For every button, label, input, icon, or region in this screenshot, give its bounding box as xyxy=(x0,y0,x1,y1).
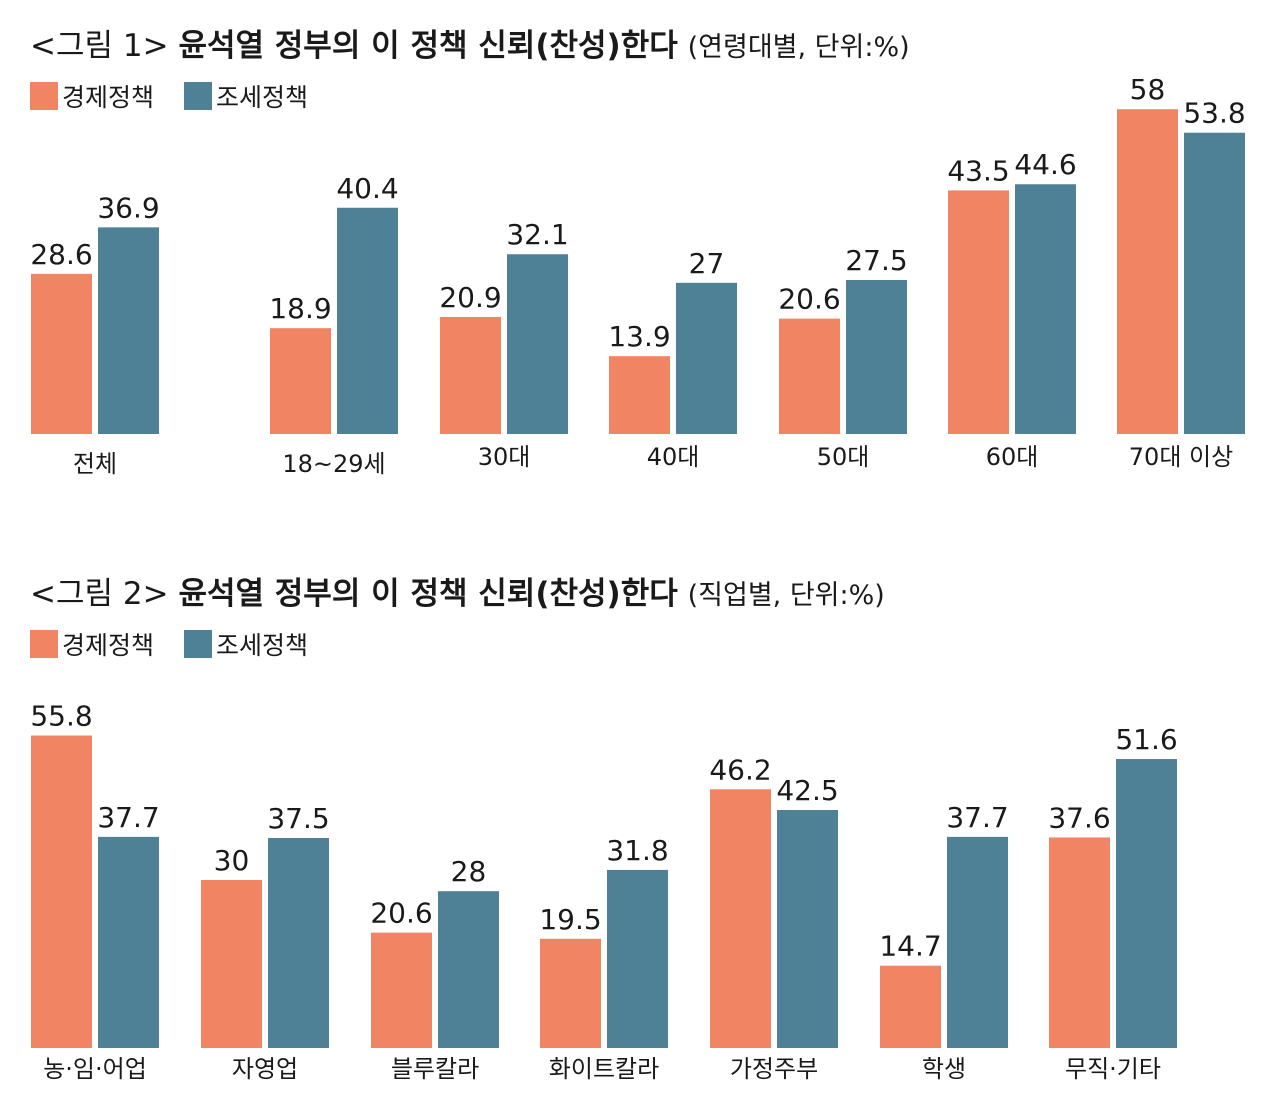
category-label: 화이트칼라 xyxy=(549,1055,659,1083)
chart-title: <그림 2> 윤석열 정부의 이 정책 신뢰(찬성)한다 (직업별, 단위:%) xyxy=(30,568,885,613)
bar-tax xyxy=(947,836,1008,1048)
legend-swatch-economic xyxy=(30,630,58,658)
chart-title-main: 윤석열 정부의 이 정책 신뢰(찬성)한다 xyxy=(178,576,678,612)
bar-economic xyxy=(1117,109,1178,434)
data-label: 37.5 xyxy=(267,802,329,835)
legend-item-economic: 경제정책 xyxy=(30,78,154,114)
legend-label-economic: 경제정책 xyxy=(62,631,155,660)
data-label: 44.6 xyxy=(1014,148,1076,181)
data-label: 37.7 xyxy=(97,801,159,834)
data-label: 31.8 xyxy=(606,834,668,867)
category-label: 무직·기타 xyxy=(1065,1055,1161,1083)
legend-swatch-economic xyxy=(30,82,58,110)
chart-title-unit: (직업별, 단위:%) xyxy=(687,580,885,611)
bar-economic xyxy=(1049,837,1110,1048)
legend-label-economic: 경제정책 xyxy=(62,83,155,112)
bar-economic xyxy=(201,880,262,1048)
data-label: 51.6 xyxy=(1115,723,1177,756)
bar-economic xyxy=(31,273,92,434)
bar-tax xyxy=(438,891,499,1048)
data-label: 20.6 xyxy=(370,897,432,930)
category-label: 30대 xyxy=(478,443,531,471)
chart-title: <그림 1> 윤석열 정부의 이 정책 신뢰(찬성)한다 (연령대별, 단위:%… xyxy=(30,20,910,65)
bar-tax xyxy=(1116,759,1177,1048)
legend-item-tax: 조세정책 xyxy=(184,626,308,662)
data-label: 37.6 xyxy=(1048,801,1110,834)
legend-swatch-tax xyxy=(184,82,213,110)
bar-economic xyxy=(948,190,1009,434)
data-label: 20.9 xyxy=(439,281,501,314)
bar-tax xyxy=(676,282,737,434)
legend-label-tax: 조세정책 xyxy=(216,83,309,112)
data-label: 30 xyxy=(214,844,250,877)
data-label: 18.9 xyxy=(269,292,331,325)
bar-tax xyxy=(98,836,159,1048)
data-label: 19.5 xyxy=(539,903,601,936)
category-label: 50대 xyxy=(817,443,870,471)
data-label: 58 xyxy=(1130,73,1166,106)
bar-economic xyxy=(440,316,501,434)
data-label: 13.9 xyxy=(608,320,670,353)
bar-tax xyxy=(507,254,568,434)
category-label: 전체 xyxy=(73,450,117,478)
bar-tax xyxy=(777,810,838,1048)
data-label: 28.6 xyxy=(30,238,92,271)
category-label: 자영업 xyxy=(232,1055,298,1083)
bar-economic xyxy=(710,789,771,1048)
chart-title-main: 윤석열 정부의 이 정책 신뢰(찬성)한다 xyxy=(178,28,678,64)
bar-tax xyxy=(337,207,398,434)
bar-tax xyxy=(268,838,329,1048)
category-label: 60대 xyxy=(986,443,1039,471)
legend-swatch-tax xyxy=(184,630,213,658)
category-label: 가정주부 xyxy=(730,1055,818,1083)
category-label: 18~29세 xyxy=(282,450,385,478)
chart-panel-age: <그림 1> 윤석열 정부의 이 정책 신뢰(찬성)한다 (연령대별, 단위:%… xyxy=(0,0,1280,540)
data-label: 27 xyxy=(689,247,725,280)
data-label: 42.5 xyxy=(776,774,838,807)
chart-legend: 경제정책 조세정책 xyxy=(30,78,338,114)
chart-legend: 경제정책 조세정책 xyxy=(30,626,338,662)
category-label: 블루칼라 xyxy=(391,1055,479,1083)
legend-item-tax: 조세정책 xyxy=(184,78,308,114)
data-label: 40.4 xyxy=(336,172,398,205)
data-label: 37.7 xyxy=(946,801,1008,834)
legend-label-tax: 조세정책 xyxy=(216,631,309,660)
bar-economic xyxy=(880,965,941,1048)
bar-economic xyxy=(270,328,331,434)
bar-economic xyxy=(609,356,670,434)
bar-tax xyxy=(607,869,668,1048)
data-label: 46.2 xyxy=(709,753,771,786)
bar-tax xyxy=(98,227,159,434)
bar-economic xyxy=(371,932,432,1048)
legend-item-economic: 경제정책 xyxy=(30,626,154,662)
bar-economic xyxy=(31,735,92,1048)
data-label: 27.5 xyxy=(845,244,907,277)
data-label: 14.7 xyxy=(879,930,941,963)
data-label: 20.6 xyxy=(778,283,840,316)
bar-economic xyxy=(779,318,840,434)
category-label: 40대 xyxy=(647,443,700,471)
bar-economic xyxy=(540,938,601,1048)
data-label: 43.5 xyxy=(947,154,1009,187)
bar-chart-age: 28.636.9 전체 18.9 40.4 18~29세 20.932.1 30대 13.9 2… xyxy=(30,73,1245,478)
chart-title-prefix: <그림 2> xyxy=(30,576,169,612)
data-label: 28 xyxy=(451,855,487,888)
data-label: 32.1 xyxy=(506,218,568,251)
category-label: 70대 이상 xyxy=(1129,443,1233,471)
bar-tax xyxy=(1184,132,1245,434)
chart-title-unit: (연령대별, 단위:%) xyxy=(687,32,910,63)
category-label: 학생 xyxy=(922,1055,966,1083)
bar-tax xyxy=(1015,184,1076,434)
category-label: 농·임·어업 xyxy=(43,1055,147,1083)
chart-title-prefix: <그림 1> xyxy=(30,28,169,64)
data-label: 55.8 xyxy=(30,700,92,733)
bar-chart-occupation: 55.8 37.7 농·임·어업 30 37.5 자영업 20.6 28 블루칼라 19.5 31.… xyxy=(30,700,1177,1083)
data-label: 36.9 xyxy=(97,191,159,224)
data-label: 53.8 xyxy=(1183,97,1245,130)
chart-panel-occupation: <그림 2> 윤석열 정부의 이 정책 신뢰(찬성)한다 (직업별, 단위:%)… xyxy=(0,548,1280,1117)
bar-tax xyxy=(846,280,907,434)
